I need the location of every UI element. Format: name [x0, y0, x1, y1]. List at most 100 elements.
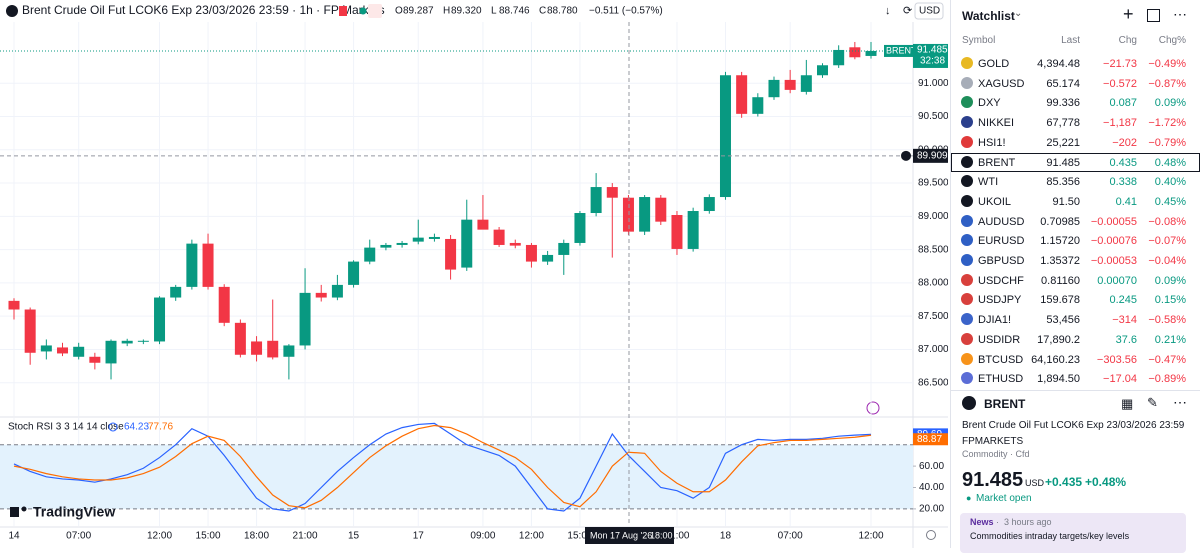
symbol-icon [961, 332, 973, 345]
chg-pct: 0.15% [1154, 294, 1186, 307]
y-tick-label: 87.000 [918, 344, 948, 355]
chg: −0.00076 [1090, 235, 1137, 248]
more-icon[interactable]: ⋯ [1173, 6, 1187, 22]
watchlist-row[interactable]: NIKKEI 67,778 −1,187 −1.72% [951, 113, 1200, 132]
detail-icon [962, 396, 976, 410]
layout-icon[interactable] [1147, 9, 1160, 22]
watchlist-row[interactable]: BTCUSD 64,160.23 −303.56 −0.47% [951, 350, 1200, 369]
candle-body [606, 187, 618, 198]
watchlist-row[interactable]: GBPUSD 1.35372 −0.00053 −0.04% [951, 251, 1200, 270]
chg: 0.087 [1109, 97, 1137, 110]
symbol-icon [961, 214, 973, 227]
detail-symbol: BRENT [984, 397, 1026, 411]
chg: −303.56 [1096, 353, 1137, 366]
last: 85.356 [1046, 176, 1080, 189]
candle-body [477, 219, 489, 230]
watchlist-title[interactable]: Watchlist [962, 9, 1015, 23]
candle-body [542, 254, 554, 262]
symbol-icon [961, 273, 973, 286]
x-tick-label: 07:00 [66, 531, 91, 542]
watchlist-row[interactable]: WTI 85.356 0.338 0.40% [951, 172, 1200, 191]
watchlist-row[interactable]: GOLD 4,394.48 −21.73 −0.49% [951, 54, 1200, 73]
chg: −21.73 [1103, 58, 1137, 70]
watchlist-row[interactable]: USDIDR 17,890.2 37.6 0.21% [951, 330, 1200, 349]
symbol-icon [961, 254, 973, 266]
symbol-icon [961, 96, 973, 109]
candle-body [40, 345, 52, 352]
alert-icon[interactable] [866, 401, 880, 415]
last: 65.174 [1046, 77, 1080, 90]
ohlc-key: H [443, 6, 450, 17]
last: 0.70985 [1040, 215, 1080, 228]
last: 17,890.2 [1037, 333, 1080, 346]
watchlist-row[interactable]: AUDUSD 0.70985 −0.00055 −0.08% [951, 212, 1200, 231]
candle-body [251, 341, 263, 355]
candle-body [703, 197, 715, 212]
chg: −0.00053 [1090, 255, 1137, 267]
watchlist-row[interactable]: HSI1! 25,221 −202 −0.79% [951, 133, 1200, 152]
currency-button[interactable] [914, 2, 944, 20]
crosshair-time: 18:00 [650, 530, 673, 540]
candle-body [24, 309, 36, 353]
last-price-symbol-bg [884, 44, 913, 57]
dropdown-icon[interactable]: ⌄ [1014, 8, 1023, 19]
symbol-icon [961, 155, 973, 168]
candle-body [331, 284, 343, 298]
candle-body [574, 213, 586, 243]
symbol: HSI1! [978, 136, 1006, 149]
grid-icon[interactable]: ▦ [1121, 396, 1134, 411]
last: 67,778 [1046, 117, 1080, 130]
detail-currency: USD [1025, 478, 1045, 488]
chg-pct: −1.72% [1148, 117, 1186, 130]
crosshair-plus [901, 150, 911, 161]
add-icon[interactable]: + [1123, 4, 1134, 24]
news-card[interactable] [960, 513, 1186, 553]
chg-pct: 0.40% [1154, 176, 1186, 189]
last-price-bg [913, 43, 948, 68]
chg-pct: 0.09% [1154, 274, 1186, 287]
ohlc-key: O [395, 6, 403, 17]
symbol: EURUSD [978, 235, 1025, 248]
candle-body [558, 242, 570, 255]
status-icon [368, 4, 382, 18]
candle-body [493, 229, 505, 245]
chg-pct: −0.07% [1148, 235, 1186, 248]
candle-body [833, 49, 845, 66]
watchlist-row[interactable]: DJIA1! 53,456 −314 −0.58% [951, 310, 1200, 329]
candle-body [57, 347, 69, 354]
chg-pct: 0.48% [1154, 156, 1186, 169]
candle-body [380, 244, 392, 248]
detail-exchange: FPMARKETS [962, 436, 1024, 447]
watchlist-row[interactable]: USDJPY 159.678 0.245 0.15% [951, 290, 1200, 309]
candle-body [105, 340, 117, 364]
watchlist-row[interactable]: XAGUSD 65.174 −0.572 −0.87% [951, 74, 1200, 93]
detail-status: Market open [976, 493, 1032, 504]
icon-refresh[interactable]: ⟳ [903, 5, 912, 17]
last: 25,221 [1046, 136, 1080, 149]
icon-down[interactable]: ↓ [885, 5, 891, 17]
symbol-icon [961, 352, 973, 365]
candle-body [817, 65, 828, 76]
ohlc-value: 88.746 [499, 6, 530, 17]
watchlist-row[interactable]: EURUSD 1.15720 −0.00076 −0.07% [951, 231, 1200, 250]
symbol: AUDUSD [978, 215, 1025, 228]
watchlist-row[interactable]: UKOIL 91.50 0.41 0.45% [951, 192, 1200, 211]
x-tick-label: 15:00 [567, 531, 592, 542]
candle-body [768, 79, 780, 98]
news-source: News [970, 517, 994, 527]
settings-icon[interactable] [926, 530, 936, 540]
candle-body [8, 300, 20, 310]
chart-title: Brent Crude Oil Fut LCOK6 Exp 23/03/2026… [22, 3, 385, 17]
symbol-icon [961, 234, 973, 247]
watchlist-row[interactable]: ETHUSD 1,894.50 −17.04 −0.89% [951, 369, 1200, 388]
last: 1.15720 [1040, 235, 1080, 248]
watchlist-row[interactable]: DXY 99.336 0.087 0.09% [951, 93, 1200, 112]
ohlc-value: 88.780 [547, 6, 578, 17]
edit-icon[interactable]: ✎ [1147, 395, 1158, 410]
candle-body [445, 238, 457, 270]
more-icon[interactable]: ⋯ [1173, 394, 1187, 410]
watchlist-row[interactable]: USDCHF 0.81160 0.00070 0.09% [951, 271, 1200, 290]
column-header: Symbol [962, 35, 996, 46]
watchlist-row[interactable]: BRENT 91.485 0.435 0.48% [951, 152, 1200, 172]
chg-pct: −0.08% [1148, 215, 1186, 228]
